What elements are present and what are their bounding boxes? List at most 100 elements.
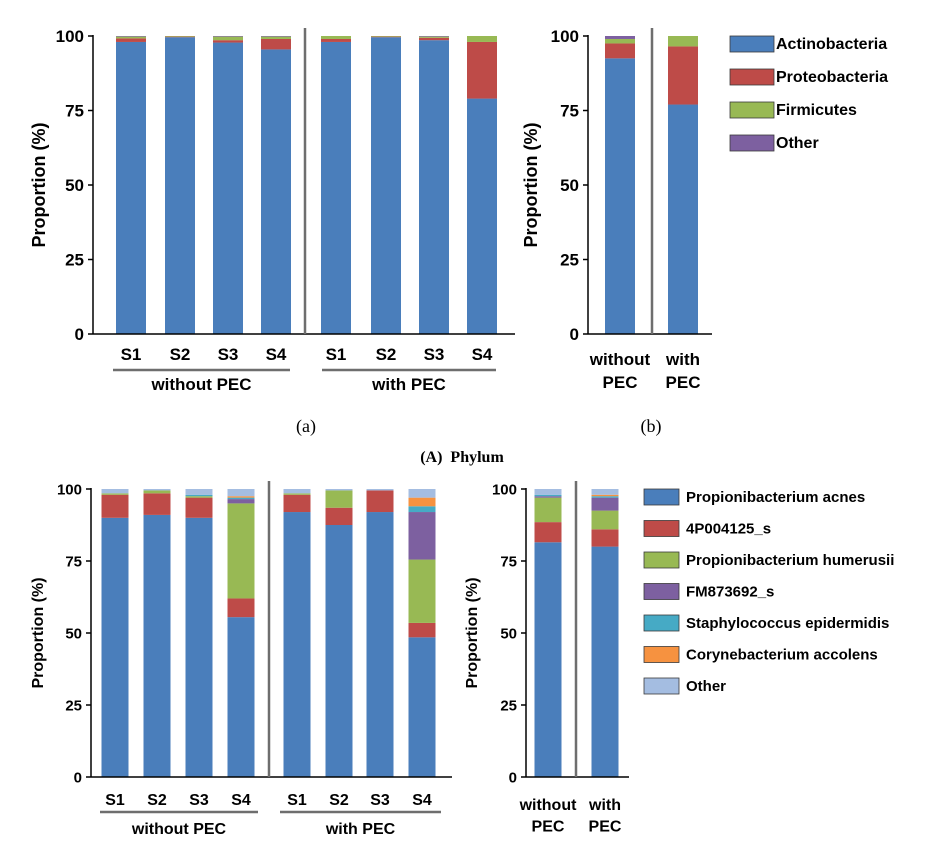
bar-segment — [408, 489, 436, 498]
phylum-caption: (A) Phylum — [420, 449, 504, 466]
bar-segment — [668, 46, 698, 105]
bar-segment — [185, 494, 213, 497]
bar-segment — [419, 40, 449, 335]
bar-segment — [261, 49, 291, 334]
bar-segment — [408, 559, 436, 623]
bar-segment — [185, 489, 213, 495]
group-label: with PEC — [325, 821, 396, 838]
x-tick-label: with PEC — [588, 797, 622, 836]
legend-label: 4P004125_s — [686, 520, 771, 537]
y-tick-label: 0 — [75, 325, 84, 344]
legend-swatch — [729, 134, 775, 152]
y-tick-label: 50 — [500, 625, 517, 642]
bar-segment — [605, 36, 635, 39]
bar-segment — [408, 512, 436, 560]
chart-phylum_pooled: without PEC with PEC — [583, 28, 775, 392]
bar-segment — [325, 525, 353, 777]
bar-segment — [185, 517, 213, 777]
legend-swatch — [729, 35, 775, 53]
x-tick-label: S2 — [170, 345, 191, 364]
legend-label: Propionibacterium acnes — [686, 489, 865, 506]
bar-segment — [668, 104, 698, 334]
bar-segment — [534, 494, 562, 497]
bar-segment — [408, 622, 436, 638]
x-tick-label: S1 — [105, 792, 125, 809]
x-tick-label: S4 — [472, 345, 493, 364]
y-tick-label: 50 — [560, 176, 579, 195]
bar-segment — [605, 43, 635, 59]
bar-segment — [366, 490, 394, 513]
y-tick-label: 25 — [560, 251, 579, 270]
bar-segment — [419, 37, 449, 41]
bar-segment — [591, 529, 619, 547]
chart-species_pooled: without PEC with PEC — [519, 481, 680, 836]
x-tick-label-line: PEC — [532, 819, 565, 836]
bar-segment — [283, 493, 311, 495]
y-tick-label: 25 — [65, 251, 84, 270]
x-tick-label: S2 — [147, 792, 167, 809]
bar-segment — [143, 489, 171, 491]
bar-segment — [101, 517, 129, 777]
y-tick-label: 100 — [57, 481, 82, 498]
bar-segment — [227, 503, 255, 599]
x-tick-label-line: PEC — [666, 373, 701, 392]
bar-segment — [605, 58, 635, 334]
bar-segment — [321, 36, 351, 39]
y-tick-label: 100 — [492, 481, 517, 498]
bar-segment — [366, 489, 394, 491]
bar-segment — [321, 38, 351, 42]
legend-swatch — [643, 520, 680, 537]
x-tick-label: S1 — [121, 345, 142, 364]
y-tick-label: 0 — [570, 325, 579, 344]
legend-label: Firmicutes — [776, 102, 857, 119]
bar-segment — [165, 36, 195, 38]
bar-segment — [467, 36, 497, 42]
y-axis-label: Proportion (%) — [464, 577, 481, 688]
bar-segment — [325, 489, 353, 491]
bar-segment — [605, 38, 635, 44]
legend-swatch — [643, 488, 680, 506]
y-tick-label: 75 — [65, 553, 82, 570]
bar-segment — [283, 494, 311, 513]
bar-segment — [534, 496, 562, 498]
panel-a-label: (a) — [296, 416, 316, 437]
bar-segment — [366, 512, 394, 777]
bar-segment — [165, 36, 195, 37]
bar-segment — [101, 489, 129, 494]
bar-segment — [591, 489, 619, 495]
y-axis-label: Proportion (%) — [521, 123, 541, 248]
bar-segment — [185, 496, 213, 498]
bar-segment — [325, 507, 353, 525]
chart-phylum_samples — [88, 28, 515, 372]
bar-segment — [116, 38, 146, 42]
y-tick-label: 50 — [65, 625, 82, 642]
bar-segment — [591, 494, 619, 497]
x-tick-label: S3 — [370, 792, 390, 809]
bar-segment — [591, 510, 619, 530]
legend-swatch — [643, 551, 680, 569]
x-tick-label: without PEC — [589, 350, 651, 392]
x-tick-label: S4 — [266, 345, 287, 364]
y-tick-label: 75 — [560, 102, 579, 121]
bar-segment — [227, 617, 255, 777]
x-tick-label-line: PEC — [603, 373, 638, 392]
legend-label: Actinobacteria — [776, 36, 887, 53]
x-tick-label-line: without — [519, 797, 578, 814]
y-tick-label: 0 — [74, 769, 82, 786]
bar-segment — [419, 36, 449, 37]
bar-segment — [143, 493, 171, 515]
x-tick-label: S3 — [424, 345, 445, 364]
bar-segment — [261, 38, 291, 50]
bar-segment — [116, 36, 146, 37]
chart-species_samples — [86, 481, 452, 814]
legend-label: Staphylococcus epidermidis — [686, 615, 889, 632]
x-tick-label: S4 — [412, 792, 432, 809]
group-label: with PEC — [371, 375, 446, 394]
bar-segment — [165, 37, 195, 334]
bar-segment — [534, 522, 562, 543]
bar-segment — [467, 98, 497, 334]
bar-segment — [143, 490, 171, 494]
legend-swatch — [643, 614, 680, 632]
x-tick-label-line: with — [665, 350, 700, 369]
